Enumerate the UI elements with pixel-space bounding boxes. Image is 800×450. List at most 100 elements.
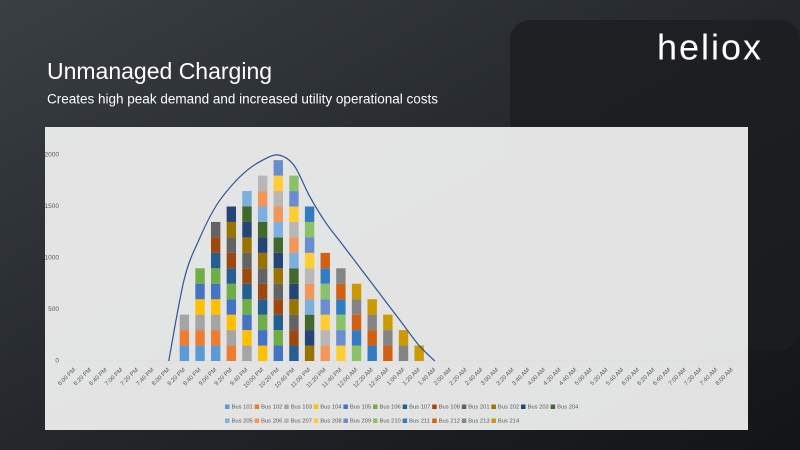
legend-label: Bus 212 [439,419,460,425]
bar-segment [257,268,268,284]
legend-swatch [550,404,556,409]
bar-segment [273,283,283,300]
bar-segment [289,345,299,361]
legend-label: Bus 208 [320,419,341,425]
bar-segment [242,206,252,222]
bar-segment [336,330,346,346]
legend-swatch [373,404,378,409]
bar-segment [226,237,237,253]
bar-segment [273,175,283,192]
bar-segment [257,299,268,315]
legend-label: Bus 201 [468,405,489,411]
bar-segment [304,345,315,361]
bar-segment [257,175,268,192]
legend-label: Bus 209 [350,419,371,425]
bar-segment [210,252,221,269]
bar-segment [257,252,268,269]
bar-segment [414,345,424,361]
bar-segment [257,345,268,361]
legend-label: Bus 205 [232,419,253,425]
legend-label: Bus 204 [557,405,579,411]
bar-segment [398,345,409,361]
bar-segment [398,330,409,346]
legend-label: Bus 103 [291,405,312,411]
legend-swatch [254,418,260,423]
legend-label: Bus 101 [232,405,253,411]
bar-segment [257,206,268,222]
bar-segment [273,314,283,331]
bar-segment [210,314,221,331]
bar-segment [226,283,237,300]
y-tick-label: 500 [48,306,59,313]
bar-segment [273,252,283,269]
bar-segment [273,299,283,315]
bar-segment [242,330,252,346]
bar-segment [320,252,330,269]
bar-segment [304,252,315,269]
bar-segment [383,345,393,361]
bar-segment [273,160,283,176]
bar-segment [289,268,299,284]
bar-segment [195,330,205,346]
bar-segment [210,345,221,361]
bar-segment [226,330,237,346]
legend-label: Bus 104 [320,405,342,411]
bar-segment [273,237,283,253]
legend-label: Bus 107 [409,405,430,411]
bar-segment [367,330,377,346]
legend-swatch [254,404,260,409]
bar-segment [289,237,299,253]
bar-segment [304,221,315,238]
legend-label: Bus 203 [528,405,549,411]
bar-segment [351,345,362,361]
bar-segment [210,268,221,284]
bar-segment [383,330,393,346]
bar-segment [257,330,268,346]
bar-segment [304,283,315,300]
chart-panel [45,127,748,430]
legend-label: Bus 211 [409,419,430,425]
legend-label: Bus 105 [350,405,371,411]
y-tick-label: 2000 [45,152,60,159]
bar-segment [304,330,315,346]
bar-segment [351,283,362,300]
bar-segment [179,345,190,361]
bar-segment [273,268,283,284]
bar-segment [210,237,221,253]
legend-swatch [313,404,319,409]
slide-title: Unmanaged Charging [47,58,272,84]
bar-segment [257,191,268,207]
bar-segment [304,206,315,222]
bar-segment [242,268,252,284]
bar-segment [320,283,330,300]
bar-segment [289,299,299,315]
bar-segment [289,175,299,192]
bar-segment [242,237,252,253]
legend-swatch [225,404,230,409]
logo: heliox [657,27,763,68]
bar-segment [289,206,299,222]
bar-segment [257,283,268,300]
bar-segment [242,314,252,331]
legend-swatch [343,418,348,423]
bar-segment [289,330,299,346]
legend-label: Bus 207 [291,419,312,425]
legend-label: Bus 106 [380,405,401,411]
bar-segment [195,268,205,284]
bar-segment [226,221,237,238]
bar-segment [273,206,283,222]
bar-segment [257,314,268,331]
bar-segment [304,314,315,331]
bar-segment [304,268,315,284]
bar-segment [226,206,237,222]
legend-swatch [402,404,408,409]
bar-segment [336,268,346,284]
legend-swatch [432,418,437,423]
legend-swatch [461,404,467,409]
bar-segment [289,191,299,207]
legend-swatch [461,418,467,423]
legend-swatch [284,418,289,423]
bar-segment [367,345,377,361]
bar-segment [289,221,299,238]
